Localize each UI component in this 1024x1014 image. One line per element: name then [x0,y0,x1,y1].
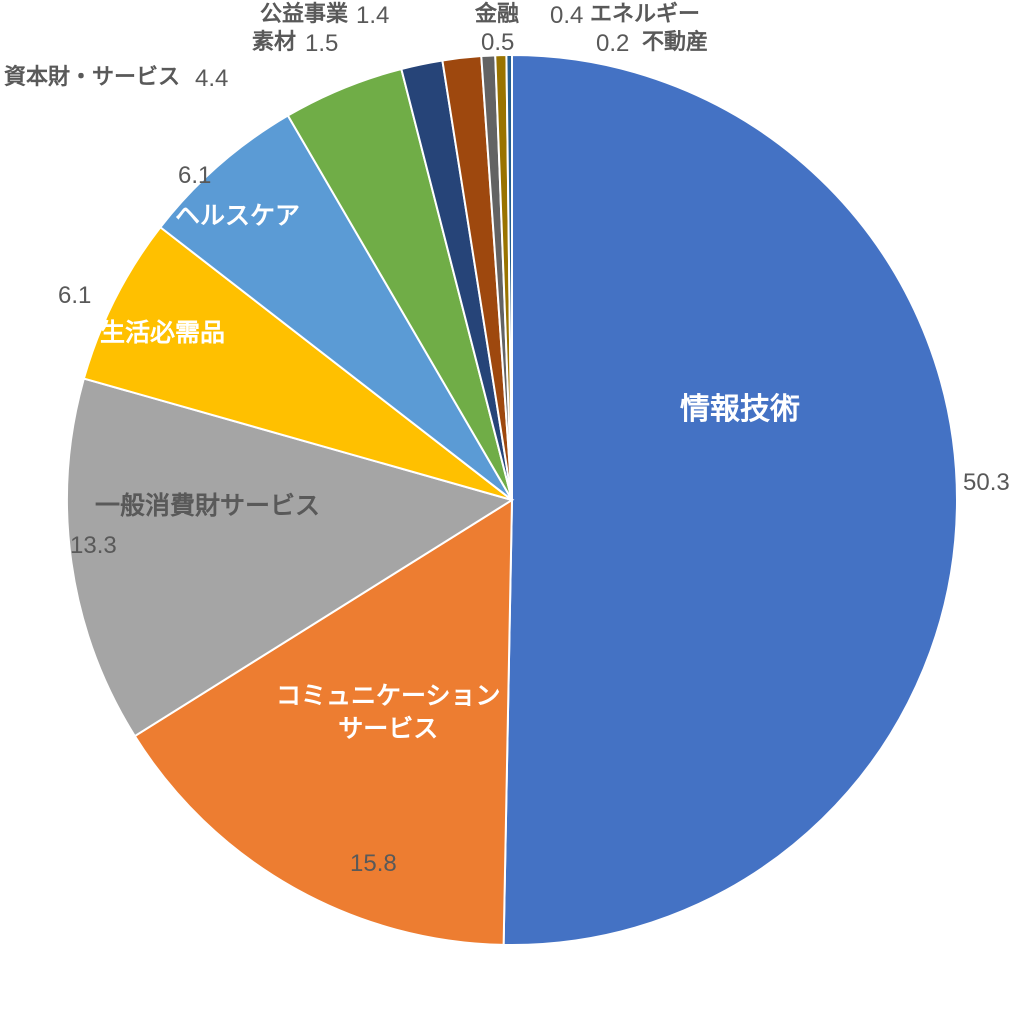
slice-value: 1.4 [356,0,389,31]
slice-value: 15.8 [350,848,397,879]
slice-value: 6.1 [178,160,211,191]
slice-value: 4.4 [195,63,228,94]
slice-name: 素材 [252,28,296,57]
slice-name: 不動産 [642,28,708,57]
slice-name: ヘルスケア [175,200,300,233]
slice-name: コミュニケーションサービス [276,680,501,745]
slice-value: 0.4 [550,0,583,31]
slice-value: 13.3 [70,530,117,561]
slice-value: 6.1 [58,280,91,311]
slice-name: 一般消費財サービス [95,490,320,523]
slice-name: 公益事業 [260,0,348,29]
slice-name: 生活必需品 [100,317,225,350]
slice-name: エネルギー [590,0,700,29]
slice-name: 資本財・サービス [4,63,180,92]
slice-value: 1.5 [305,28,338,59]
slice-name: 金融 [475,0,519,29]
pie-chart: 50.3 情報技術 15.8 コミュニケーションサービス 13.3 一般消費財サービス 6.… [0,0,1024,1014]
slice-name: 情報技術 [680,390,800,429]
pie-slice [504,55,957,945]
slice-value: 0.2 [596,28,629,59]
slice-value: 50.3 [963,467,1010,498]
slice-value: 0.5 [481,27,514,58]
